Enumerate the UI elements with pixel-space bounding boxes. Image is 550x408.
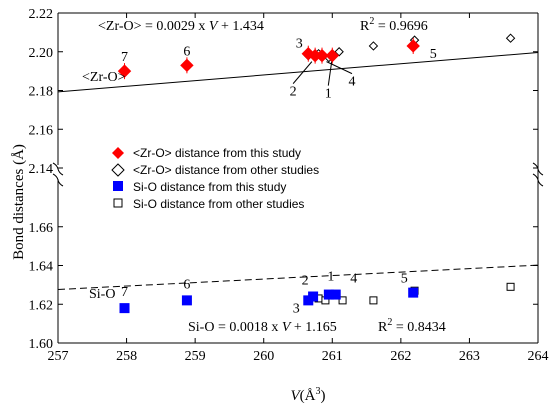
si-point-label: 5 bbox=[401, 272, 408, 287]
si-other-point bbox=[369, 296, 378, 305]
zr-other-point bbox=[368, 41, 379, 51]
x-tick-label: 259 bbox=[185, 349, 206, 364]
axis-ticks: 257 258 259 260 261 262 263 2642.142.162.182.20… bbox=[29, 7, 549, 364]
zr-point-label: 6 bbox=[183, 44, 190, 59]
si-fit-line bbox=[57, 264, 539, 291]
axis-break-left-a bbox=[52, 162, 64, 176]
x-axis-title: V(Å3) bbox=[291, 386, 326, 404]
y-tick-label-lower: 1.62 bbox=[29, 298, 54, 313]
zr-this-point bbox=[117, 64, 132, 78]
si-this-point bbox=[330, 289, 341, 300]
legend-marker-zr-other bbox=[111, 163, 125, 177]
zr-point-label: 2 bbox=[290, 85, 297, 100]
legend-marker-zr-this bbox=[112, 147, 124, 159]
zr-other-point bbox=[505, 33, 516, 43]
x-tick-label: 262 bbox=[390, 349, 411, 364]
legend: <Zr-O> distance from this study <Zr-O> d… bbox=[111, 146, 319, 211]
zr-label-leader bbox=[326, 61, 353, 75]
zr-label-leader bbox=[292, 61, 313, 84]
legend-marker-si-this bbox=[113, 181, 123, 191]
si-point-label: 1 bbox=[327, 270, 334, 285]
si-r-squared: R2 = 0.8434 bbox=[378, 317, 446, 335]
axis-break-left-b bbox=[52, 173, 64, 187]
si-point-label: 7 bbox=[121, 285, 128, 300]
x-tick-label: 257 bbox=[48, 349, 69, 364]
x-axis-close: ) bbox=[321, 388, 326, 404]
legend-label-zr-other: <Zr-O> distance from other studies bbox=[133, 163, 319, 177]
zr-this-point bbox=[180, 58, 194, 73]
si-fit-equation: Si-O = 0.0018 x V + 1.165 bbox=[188, 320, 337, 335]
y-tick-label-upper: 2.20 bbox=[29, 46, 54, 61]
zr-point-label: 3 bbox=[296, 37, 303, 52]
si-this-point bbox=[181, 295, 192, 306]
y-tick-label-lower: 1.66 bbox=[29, 221, 54, 236]
zr-point-label: 5 bbox=[430, 47, 437, 62]
axis-break-right-b bbox=[532, 173, 544, 187]
data-markers bbox=[117, 33, 516, 314]
zr-fit-line bbox=[57, 52, 539, 93]
y-tick-label-upper: 2.14 bbox=[29, 162, 54, 177]
x-tick-label: 264 bbox=[528, 349, 549, 364]
x-tick-label: 260 bbox=[253, 349, 274, 364]
zr-point-label: 4 bbox=[349, 75, 356, 90]
x-tick-label: 261 bbox=[322, 349, 343, 364]
si-series-label: Si-O bbox=[89, 287, 115, 302]
zr-series-label: <Zr-O> bbox=[82, 70, 126, 85]
y-tick-label-upper: 2.16 bbox=[29, 123, 54, 138]
si-other-point bbox=[338, 296, 347, 305]
zr-this-point bbox=[325, 48, 339, 63]
si-this-point bbox=[323, 289, 334, 300]
zr-point-label: 7 bbox=[121, 50, 128, 65]
zr-this-point bbox=[315, 48, 329, 63]
zr-r-squared: R2 = 0.9696 bbox=[360, 16, 428, 34]
zr-this-point bbox=[406, 39, 420, 53]
zr-this-point bbox=[301, 46, 315, 61]
si-this-point bbox=[408, 287, 419, 298]
x-axis-unit: (Å bbox=[300, 388, 316, 404]
y-tick-label-upper: 2.22 bbox=[29, 7, 54, 22]
si-this-point bbox=[119, 303, 130, 314]
zr-label-leader bbox=[327, 61, 333, 86]
legend-label-si-other: Si-O distance from other studies bbox=[133, 197, 304, 211]
si-point-label: 2 bbox=[302, 274, 309, 289]
legend-marker-si-other bbox=[113, 198, 123, 208]
x-tick-label: 263 bbox=[459, 349, 480, 364]
y-axis-title: Bond distances (Å) bbox=[11, 144, 27, 260]
legend-label-si-this: Si-O distance from this study bbox=[133, 180, 286, 194]
zr-point-label: 1 bbox=[325, 87, 332, 102]
x-tick-label: 258 bbox=[116, 349, 137, 364]
x-axis-unit-sup: 3 bbox=[316, 386, 321, 397]
si-this-point bbox=[303, 295, 314, 306]
si-point-label: 3 bbox=[293, 301, 300, 316]
zr-fit-equation: <Zr-O> = 0.0029 x V + 1.434 bbox=[98, 19, 264, 34]
fit-lines bbox=[57, 52, 539, 291]
si-point-label: 6 bbox=[183, 277, 190, 292]
axis-break-right-a bbox=[532, 162, 544, 176]
legend-label-zr-this: <Zr-O> distance from this study bbox=[133, 146, 301, 160]
y-tick-label-upper: 2.18 bbox=[29, 85, 54, 100]
x-axis-var: V bbox=[291, 388, 302, 404]
si-point-label: 4 bbox=[350, 272, 357, 287]
zr-other-point bbox=[334, 47, 344, 57]
y-tick-label-lower: 1.64 bbox=[29, 260, 54, 275]
plot-frame bbox=[52, 12, 544, 344]
y-tick-label-lower: 1.60 bbox=[29, 337, 54, 352]
si-other-point bbox=[506, 282, 515, 291]
